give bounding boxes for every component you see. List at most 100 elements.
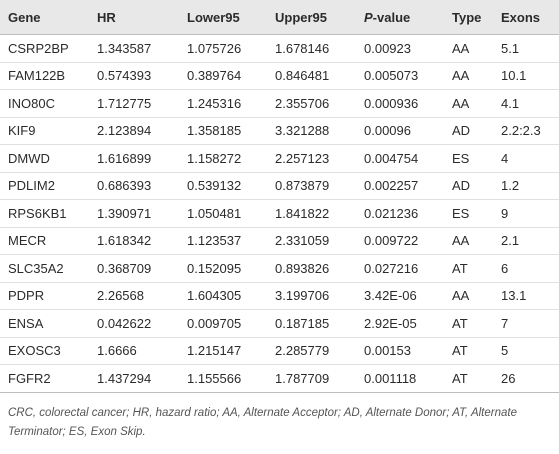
table-row: FGFR2 1.437294 1.155566 1.787709 0.001118 AT 2… <box>0 364 559 393</box>
table-row: PDPR 2.26568 1.604305 3.199706 3.42E-06 AA 13.… <box>0 282 559 310</box>
table-cell: 10.1 <box>493 62 559 90</box>
table-cell: 2.2:2.3 <box>493 117 559 145</box>
table-cell: 1.390971 <box>89 199 179 228</box>
table-cell: 5.1 <box>493 34 559 63</box>
table-cell: 6 <box>493 254 559 283</box>
table-row: ENSA 0.042622 0.009705 0.187185 2.92E-05 AT 7 <box>0 309 559 338</box>
table-cell: PDPR <box>0 282 89 310</box>
table-cell: 1.6666 <box>89 337 179 365</box>
table-cell: 0.00153 <box>356 337 444 365</box>
table-row: INO80C 1.712775 1.245316 2.355706 0.000936 AA… <box>0 89 559 118</box>
table-cell: 2.1 <box>493 227 559 255</box>
table-row: MECR 1.618342 1.123537 2.331059 0.009722 AA 2.… <box>0 227 559 255</box>
table-cell: 3.321288 <box>267 117 356 145</box>
table-cell: ENSA <box>0 309 89 338</box>
header-cell: Lower95 <box>179 0 267 35</box>
table-row: EXOSC3 1.6666 1.215147 2.285779 0.00153 AT 5 <box>0 337 559 365</box>
table-cell: 1.678146 <box>267 34 356 63</box>
header-cell: P-value <box>356 0 444 35</box>
table-cell: 1.358185 <box>179 117 267 145</box>
table-cell: 2.355706 <box>267 89 356 118</box>
table-cell: 0.893826 <box>267 254 356 283</box>
table-cell: 1.215147 <box>179 337 267 365</box>
table-cell: KIF9 <box>0 117 89 145</box>
table-cell: AT <box>444 254 493 283</box>
table-cell: 0.004754 <box>356 144 444 173</box>
table-cell: AA <box>444 227 493 255</box>
table-row: RPS6KB1 1.390971 1.050481 1.841822 0.021236 E… <box>0 199 559 228</box>
table-cell: 26 <box>493 364 559 393</box>
table-cell: 0.009722 <box>356 227 444 255</box>
table-cell: AT <box>444 364 493 393</box>
table-cell: 4.1 <box>493 89 559 118</box>
table-cell: 3.42E-06 <box>356 282 444 310</box>
header-cell: HR <box>89 0 179 35</box>
table-cell: 1.437294 <box>89 364 179 393</box>
footnote: CRC, colorectal cancer; HR, hazard ratio… <box>8 407 517 438</box>
table-cell: EXOSC3 <box>0 337 89 365</box>
table-cell: 4 <box>493 144 559 173</box>
table-cell: 0.021236 <box>356 199 444 228</box>
table-cell: PDLIM2 <box>0 172 89 200</box>
table-cell: AA <box>444 62 493 90</box>
table-cell: 1.712775 <box>89 89 179 118</box>
table-cell: 2.285779 <box>267 337 356 365</box>
table-cell: 0.846481 <box>267 62 356 90</box>
table-cell: 0.539132 <box>179 172 267 200</box>
table-cell: 13.1 <box>493 282 559 310</box>
table-cell: MECR <box>0 227 89 255</box>
table-cell: 1.343587 <box>89 34 179 63</box>
table-cell: 0.873879 <box>267 172 356 200</box>
table-cell: 1.050481 <box>179 199 267 228</box>
table-cell: 0.00096 <box>356 117 444 145</box>
table-cell: SLC35A2 <box>0 254 89 283</box>
table-cell: 0.368709 <box>89 254 179 283</box>
table-cell: 2.331059 <box>267 227 356 255</box>
table-cell: 1.123537 <box>179 227 267 255</box>
table-cell: CSRP2BP <box>0 34 89 63</box>
table-cell: 1.2 <box>493 172 559 200</box>
table-cell: 0.027216 <box>356 254 444 283</box>
table-cell: 0.000936 <box>356 89 444 118</box>
header-cell: Exons <box>493 0 559 35</box>
table-cell: DMWD <box>0 144 89 173</box>
table-body: CSRP2BP 1.343587 1.075726 1.678146 0.00923 AA… <box>0 34 559 393</box>
table-cell: FAM122B <box>0 62 89 90</box>
table-cell: 5 <box>493 337 559 365</box>
table-cell: 2.92E-05 <box>356 309 444 338</box>
table-cell: 1.604305 <box>179 282 267 310</box>
table-cell: 2.123894 <box>89 117 179 145</box>
header-text: -value <box>372 9 411 25</box>
table-cell: 7 <box>493 309 559 338</box>
table-cell: AA <box>444 34 493 63</box>
table-cell: 0.00923 <box>356 34 444 63</box>
table-cell: AD <box>444 117 493 145</box>
table-cell: 0.574393 <box>89 62 179 90</box>
table-cell: 1.618342 <box>89 227 179 255</box>
table-cell: AT <box>444 337 493 365</box>
header-cell: Type <box>444 0 493 35</box>
table-cell: 1.155566 <box>179 364 267 393</box>
table-cell: 0.009705 <box>179 309 267 338</box>
table-cell: INO80C <box>0 89 89 118</box>
table-cell: 1.841822 <box>267 199 356 228</box>
table-cell: 0.005073 <box>356 62 444 90</box>
table-cell: 2.257123 <box>267 144 356 173</box>
header-row: Gene HR Lower95 Upper95 P-value Type Exons <box>0 0 559 35</box>
table-cell: RPS6KB1 <box>0 199 89 228</box>
table-cell: ES <box>444 199 493 228</box>
table-cell: 1.787709 <box>267 364 356 393</box>
table-cell: 0.042622 <box>89 309 179 338</box>
table-cell: 3.199706 <box>267 282 356 310</box>
table-cell: AT <box>444 309 493 338</box>
table-cell: AD <box>444 172 493 200</box>
table-cell: 0.002257 <box>356 172 444 200</box>
table-cell: 2.26568 <box>89 282 179 310</box>
table-cell: AA <box>444 282 493 310</box>
table-cell: ES <box>444 144 493 173</box>
header-italic: P <box>364 9 373 25</box>
header-cell: Upper95 <box>267 0 356 35</box>
table-cell: AA <box>444 89 493 118</box>
table-cell: 0.152095 <box>179 254 267 283</box>
